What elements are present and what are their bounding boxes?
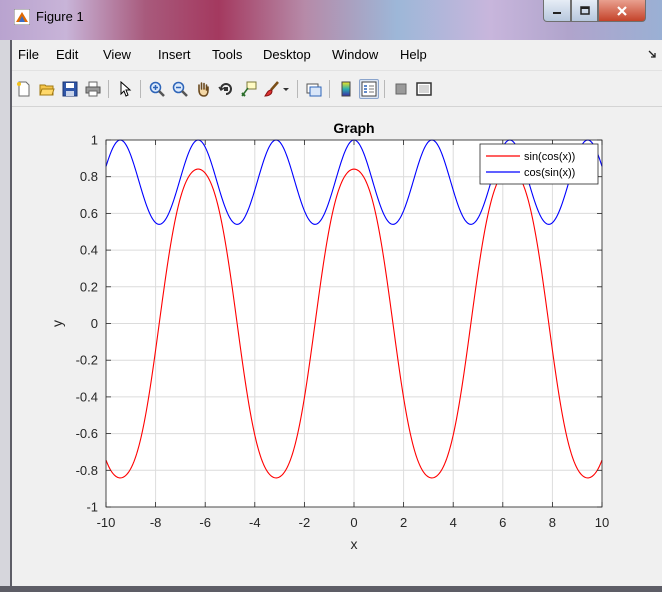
save-button[interactable]: [60, 79, 80, 99]
rotate-3d-icon: [218, 83, 232, 95]
open-file-icon: [39, 84, 55, 96]
minimize-button[interactable]: [543, 0, 571, 22]
figure-canvas: -10 -8 -6 -4 -2 0 2 4 6 8 10 -1 -0.8 -0.6 -0.4 -0.2 0 0.…: [12, 107, 662, 587]
toolbar-separator: [297, 80, 298, 98]
toolbar-separator: [329, 80, 330, 98]
brush-button[interactable]: [262, 79, 282, 99]
menu-tools[interactable]: Tools: [212, 47, 243, 62]
close-icon: [617, 5, 627, 16]
new-figure-button[interactable]: [14, 79, 34, 99]
toolbar-separator: [140, 80, 141, 98]
y-tick-label: 0.4: [80, 243, 98, 258]
x-tick-label: 8: [549, 515, 556, 530]
toolbar-separator: [384, 80, 385, 98]
zoom-in-icon: [149, 81, 165, 97]
menu-bar: File Edit View Insert Tools Desktop Wind…: [12, 40, 662, 71]
x-tick-label: 0: [350, 515, 357, 530]
y-tick-label: 1: [91, 133, 98, 148]
legend-label: cos(sin(x)): [524, 167, 575, 179]
y-tick-labels: -1 -0.8 -0.6 -0.4 -0.2 0 0.2 0.4 0.6 0.8 1: [76, 133, 98, 515]
window-left-border: [0, 40, 12, 592]
y-tick-label: -1: [86, 500, 98, 515]
brush-dropdown-icon: [283, 88, 289, 91]
hide-plot-tools-button[interactable]: [391, 79, 411, 99]
link-plot-icon: [306, 83, 322, 97]
insert-colorbar-button[interactable]: [336, 79, 356, 99]
menu-view[interactable]: View: [103, 47, 131, 62]
y-tick-label: -0.4: [76, 389, 98, 404]
new-figure-icon: [17, 81, 30, 97]
pointer-icon: [120, 81, 132, 97]
data-cursor-button[interactable]: [239, 79, 259, 99]
close-button[interactable]: [598, 0, 646, 22]
y-axis-label: y: [49, 320, 65, 327]
pan-icon: [198, 82, 209, 97]
zoom-out-icon: [172, 81, 188, 97]
data-cursor-icon: [241, 81, 257, 97]
x-tick-label: -10: [97, 515, 116, 530]
x-tick-label: 10: [595, 515, 609, 530]
plot-svg: -10 -8 -6 -4 -2 0 2 4 6 8 10 -1 -0.8 -0.6 -0.4 -0.2 0 0.…: [49, 120, 610, 552]
save-icon: [62, 81, 78, 97]
y-tick-label: -0.8: [76, 463, 98, 478]
open-file-button[interactable]: [37, 79, 57, 99]
x-tick-label: -4: [249, 515, 261, 530]
x-tick-label: -6: [199, 515, 211, 530]
edit-plot-button[interactable]: [115, 79, 135, 99]
zoom-out-button[interactable]: [170, 79, 190, 99]
legend-icon: [361, 81, 377, 97]
x-tick-label: 4: [450, 515, 457, 530]
window-bottom-border: [0, 586, 662, 592]
menu-desktop[interactable]: Desktop: [263, 47, 311, 62]
title-bar[interactable]: Figure 1: [0, 0, 662, 40]
rotate-3d-button[interactable]: [216, 79, 236, 99]
x-tick-labels: -10 -8 -6 -4 -2 0 2 4 6 8 10: [97, 515, 610, 530]
colorbar-icon: [341, 81, 351, 97]
minimize-icon: [553, 11, 561, 14]
window-title: Figure 1: [36, 9, 84, 24]
print-button[interactable]: [83, 79, 103, 99]
hide-plot-tools-icon: [395, 83, 407, 95]
zoom-in-button[interactable]: [147, 79, 167, 99]
menu-file[interactable]: File: [18, 47, 39, 62]
menu-window[interactable]: Window: [332, 47, 379, 62]
y-tick-label: 0: [91, 316, 98, 331]
link-plot-button[interactable]: [304, 79, 324, 99]
window-left-border-line: [10, 40, 12, 592]
tick-marks: [105, 139, 603, 508]
y-tick-label: 0.6: [80, 206, 98, 221]
y-tick-label: -0.6: [76, 426, 98, 441]
dock-arrow-icon[interactable]: [648, 50, 656, 58]
menu-help[interactable]: Help: [400, 47, 427, 62]
menu-insert[interactable]: Insert: [158, 47, 191, 62]
y-tick-label: 0.2: [80, 279, 98, 294]
x-tick-label: -2: [299, 515, 311, 530]
legend-label: sin(cos(x)): [524, 151, 575, 163]
toolbar-separator: [108, 80, 109, 98]
legend[interactable]: sin(cos(x)) cos(sin(x)): [479, 143, 599, 185]
x-tick-label: 6: [499, 515, 506, 530]
show-plot-tools-button[interactable]: [414, 79, 434, 99]
x-tick-label: -8: [150, 515, 162, 530]
insert-legend-button[interactable]: [359, 79, 379, 99]
maximize-button[interactable]: [571, 0, 598, 22]
maximize-icon: [579, 5, 590, 15]
y-tick-label: -0.2: [76, 353, 98, 368]
matlab-figure-icon: [14, 9, 30, 25]
brush-icon: [264, 81, 279, 97]
x-axis-label: x: [351, 536, 358, 552]
pan-button[interactable]: [193, 79, 213, 99]
figure-toolbar: [12, 72, 662, 107]
show-plot-tools-icon: [416, 82, 432, 96]
y-tick-label: 0.8: [80, 169, 98, 184]
chart-title: Graph: [333, 120, 374, 136]
legend-box: [479, 143, 599, 185]
menu-edit[interactable]: Edit: [56, 47, 79, 62]
brush-dropdown-button[interactable]: [281, 79, 291, 99]
print-icon: [85, 81, 101, 97]
x-tick-label: 2: [400, 515, 407, 530]
